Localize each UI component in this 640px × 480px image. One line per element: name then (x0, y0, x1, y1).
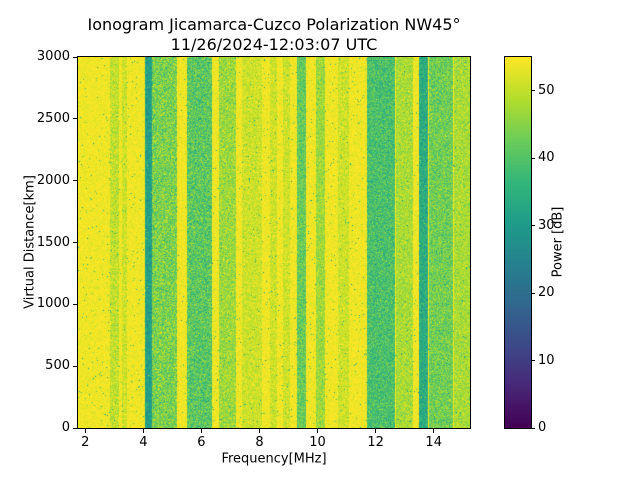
x-tick-label: 12 (367, 435, 384, 450)
x-tick-mark (258, 429, 260, 433)
y-tick-label: 0 (61, 420, 70, 435)
heatmap-canvas (78, 57, 470, 428)
x-tick-mark (433, 429, 435, 433)
y-tick-label: 1500 (36, 234, 70, 250)
chart-title: Ionogram Jicamarca-Cuzco Polarization NW… (87, 15, 461, 34)
y-tick-mark (73, 118, 77, 120)
colorbar-tick-label: 30 (538, 217, 555, 233)
colorbar-tick-label: 20 (538, 285, 555, 301)
title-block: Ionogram Jicamarca-Cuzco Polarization NW… (78, 15, 470, 55)
y-tick-mark (73, 427, 77, 429)
colorbar-tick-label: 10 (538, 352, 555, 368)
colorbar-tick-mark (531, 292, 535, 294)
x-axis-label: Frequency[MHz] (221, 451, 327, 467)
colorbar-tick-mark (531, 360, 535, 362)
x-tick-label: 10 (309, 435, 326, 450)
y-tick-mark (73, 303, 77, 305)
y-tick-mark (73, 242, 77, 243)
colorbar-tick-mark (531, 90, 535, 92)
colorbar-tick-label: 50 (538, 82, 555, 98)
x-tick-label: 2 (81, 435, 90, 450)
colorbar (504, 56, 532, 429)
x-tick-label: 4 (139, 435, 148, 450)
y-tick-label: 1000 (36, 296, 70, 312)
colorbar-gradient (505, 57, 531, 428)
colorbar-tick-mark (531, 427, 535, 429)
x-tick-mark (84, 429, 86, 433)
x-tick-mark (200, 429, 202, 433)
x-tick-label: 14 (425, 435, 442, 450)
colorbar-tick-label: 0 (538, 420, 547, 435)
colorbar-tick-mark (531, 157, 535, 159)
x-tick-mark (142, 429, 144, 433)
x-tick-label: 6 (197, 435, 206, 450)
y-tick-mark (73, 180, 77, 182)
y-tick-label: 3000 (36, 49, 70, 64)
y-tick-label: 500 (45, 358, 70, 374)
chart-subtitle: 11/26/2024-12:03:07 UTC (170, 35, 378, 54)
x-tick-mark (375, 429, 377, 433)
heatmap-plot (77, 56, 471, 429)
x-tick-mark (317, 429, 319, 433)
y-tick-mark (73, 365, 77, 367)
y-tick-label: 2500 (36, 110, 70, 126)
y-tick-mark (73, 56, 77, 58)
x-tick-label: 8 (255, 435, 264, 450)
y-axis-label: Virtual Distance[km] (22, 175, 38, 309)
colorbar-label: Power [dB] (550, 206, 566, 278)
colorbar-tick-mark (531, 225, 535, 227)
colorbar-tick-label: 40 (538, 150, 555, 166)
y-tick-label: 2000 (36, 172, 70, 188)
